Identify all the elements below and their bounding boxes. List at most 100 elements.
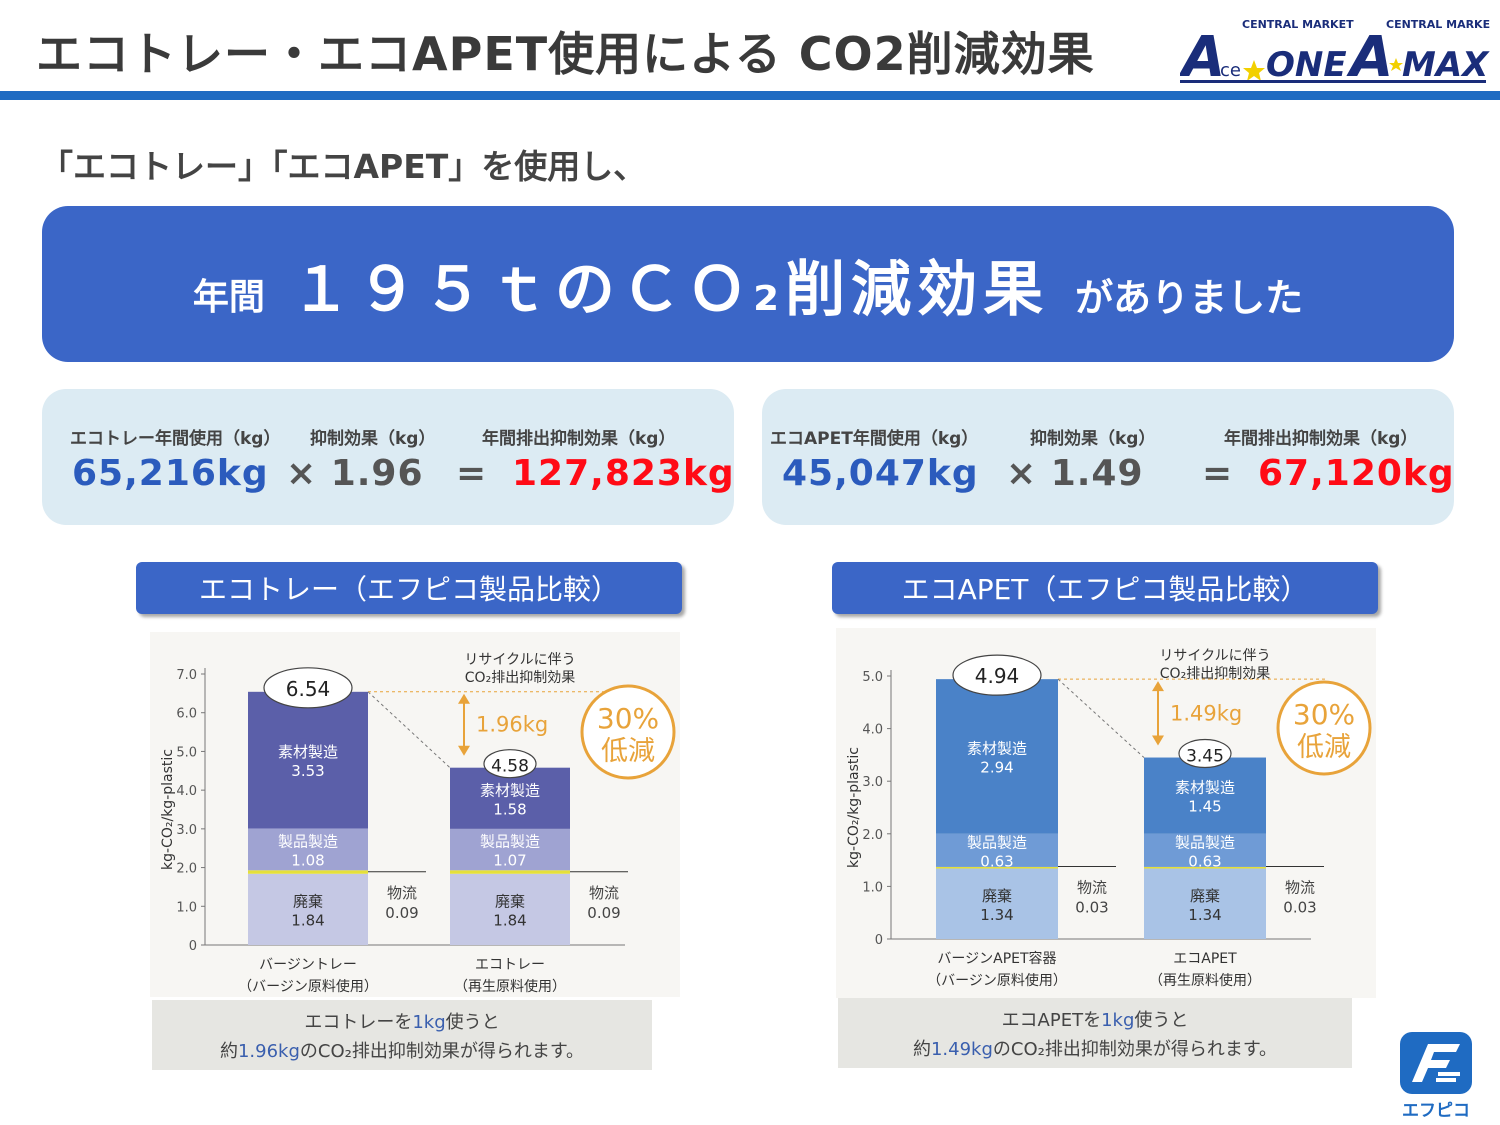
logistics-name: 物流	[589, 884, 619, 902]
calc-apet-label-usage: エコAPET年間使用（kg）	[770, 429, 979, 449]
bar-segment-haiki	[1144, 868, 1266, 939]
guide-line-diag	[1057, 678, 1145, 758]
segment-name: 素材製造	[278, 743, 338, 761]
arrow-head-down	[1152, 735, 1164, 746]
segment-value: 1.34	[980, 906, 1013, 924]
efpico-logo-text: エフピコ	[1402, 1101, 1470, 1120]
annotation-line2: CO₂排出抑制効果	[1160, 666, 1270, 682]
y-tick-label: 5.0	[176, 745, 197, 760]
total-cloud	[263, 667, 353, 709]
calc-box-apet: エコAPET年間使用（kg） 抑制効果（kg） 年間排出抑制効果（kg） 45,…	[762, 389, 1454, 525]
segment-name: 製品製造	[967, 833, 1027, 851]
category-label: エコトレー	[475, 957, 545, 973]
logistics-name: 物流	[1285, 879, 1315, 897]
logo-right-word: MAX	[1402, 45, 1490, 84]
bar-segment-seihin	[248, 828, 368, 871]
star-icon-small	[1389, 58, 1403, 71]
bar-segment-sozai	[936, 679, 1058, 834]
bar-segment-sozai	[1144, 757, 1266, 834]
category-sublabel: （再生原料使用）	[454, 978, 566, 995]
total-cloud	[483, 749, 537, 779]
y-tick-label: 1.0	[176, 900, 197, 915]
chart-apet: 0 1.0 2.0 3.0 4.0 5.0 kg-CO₂/kg-plastic 廃棄 1.34 物…	[836, 628, 1376, 998]
chart-tray-svg: 0 1.0 2.0 3.0 4.0 5.0 6.0 7.0 kg-CO₂/kg-plastic 廃…	[160, 652, 676, 995]
bar-segment-haiki	[450, 873, 570, 945]
y-tick-label: 0	[189, 939, 197, 954]
y-tick-label: 4.0	[862, 723, 883, 738]
pill-tray-comparison: エコトレー（エフピコ製品比較）	[136, 562, 682, 614]
subtitle: 「エコトレー」「エコAPET」を使用し、	[40, 147, 647, 186]
company-logo: CENTRAL MARKET A ce ONE CENTRAL MARKET A…	[1180, 18, 1490, 84]
category-sublabel: （バージン原料使用）	[927, 972, 1067, 989]
y-axis-label: kg-CO₂/kg-plastic	[846, 747, 862, 868]
calc-apet-factor: × 1.49	[1006, 453, 1144, 494]
calc-apet-label-total: 年間排出抑制効果（kg）	[1224, 429, 1418, 449]
calc-tray-factor: × 1.96	[286, 453, 424, 494]
bar-segment-seihin	[1144, 833, 1266, 867]
bar-segment-haiki	[936, 868, 1058, 939]
badge-percent: 30%	[597, 702, 659, 735]
segment-name: 製品製造	[1175, 833, 1235, 851]
segment-value: 1.84	[493, 911, 526, 929]
segment-name: 製品製造	[480, 833, 540, 851]
logistics-value: 0.09	[587, 904, 620, 922]
category-label: バージンAPET容器	[937, 950, 1056, 967]
logistics-value: 0.03	[1283, 899, 1316, 917]
efpico-logo: エフピコ	[1400, 1032, 1472, 1120]
total-label: 4.94	[975, 664, 1020, 688]
total-label: 3.45	[1186, 747, 1224, 767]
segment-value: 1.07	[493, 852, 526, 870]
y-tick-label: 2.0	[176, 862, 197, 877]
segment-name: 廃棄	[982, 887, 1012, 905]
y-tick-label: 0	[875, 933, 883, 948]
star-icon	[1243, 60, 1265, 81]
reduction-label: 1.49kg	[1170, 701, 1242, 725]
category-label: エコAPET	[1173, 951, 1237, 967]
logo-left-a: A	[1180, 25, 1225, 84]
calc-tray-label-usage: エコトレー年間使用（kg）	[70, 429, 281, 449]
calc-tray-equals: =	[456, 453, 488, 494]
logistics-value: 0.09	[385, 904, 418, 922]
y-tick-label: 5.0	[862, 670, 883, 685]
guide-line-diag	[367, 691, 451, 769]
total-cloud	[1178, 738, 1232, 769]
segment-value: 1.45	[1188, 798, 1221, 816]
y-tick-label: 7.0	[176, 668, 197, 683]
bar-segment-butsuryu	[248, 870, 368, 874]
category-label: バージントレー	[259, 957, 357, 973]
banner-prefix: 年間	[192, 277, 265, 318]
total-label: 4.58	[491, 757, 529, 777]
segment-value: 0.63	[1188, 852, 1221, 870]
header-rule	[0, 91, 1500, 100]
segment-name: 廃棄	[1190, 887, 1220, 905]
logo-right-a: A	[1346, 25, 1393, 84]
note-tray-line1: エコトレーを1kg使うと	[304, 1012, 500, 1033]
y-tick-label: 6.0	[176, 707, 197, 722]
calc-apet-equals: =	[1202, 453, 1234, 494]
arrow-head-up	[458, 693, 470, 704]
banner-suffix: がありました	[1075, 275, 1304, 320]
logistics-name: 物流	[1077, 879, 1107, 897]
note-apet: エコAPETを1kg使うと 約1.49kgのCO₂排出抑制効果が得られます。	[838, 998, 1352, 1068]
calc-box-tray: エコトレー年間使用（kg） 抑制効果（kg） 年間排出抑制効果（kg） 65,2…	[42, 389, 734, 525]
calc-apet-label-effect: 抑制効果（kg）	[1030, 429, 1156, 449]
bar-segment-butsuryu	[936, 866, 1058, 869]
reduction-label: 1.96kg	[476, 713, 548, 737]
segment-value: 1.08	[291, 851, 324, 869]
bar-segment-butsuryu	[450, 870, 570, 874]
y-tick-label: 4.0	[176, 784, 197, 799]
calc-apet-usage: 45,047kg	[782, 453, 979, 494]
y-axis-label: kg-CO₂/kg-plastic	[160, 749, 176, 870]
calc-tray-label-effect: 抑制効果（kg）	[310, 429, 436, 449]
y-tick-label: 2.0	[862, 828, 883, 843]
segment-value: 2.94	[980, 758, 1013, 776]
logistics-value: 0.03	[1075, 899, 1108, 917]
segment-name: 素材製造	[967, 739, 1027, 757]
note-tray-line2: 約1.96kgのCO₂排出抑制効果が得られます。	[219, 1041, 585, 1062]
category-sublabel: （再生原料使用）	[1149, 972, 1261, 989]
y-tick-label: 3.0	[176, 823, 197, 838]
arrow-head-up	[1152, 681, 1164, 692]
chart-tray: 0 1.0 2.0 3.0 4.0 5.0 6.0 7.0 kg-CO₂/kg-plastic 廃…	[150, 632, 680, 997]
segment-name: 製品製造	[278, 832, 338, 850]
total-label: 6.54	[286, 677, 331, 701]
